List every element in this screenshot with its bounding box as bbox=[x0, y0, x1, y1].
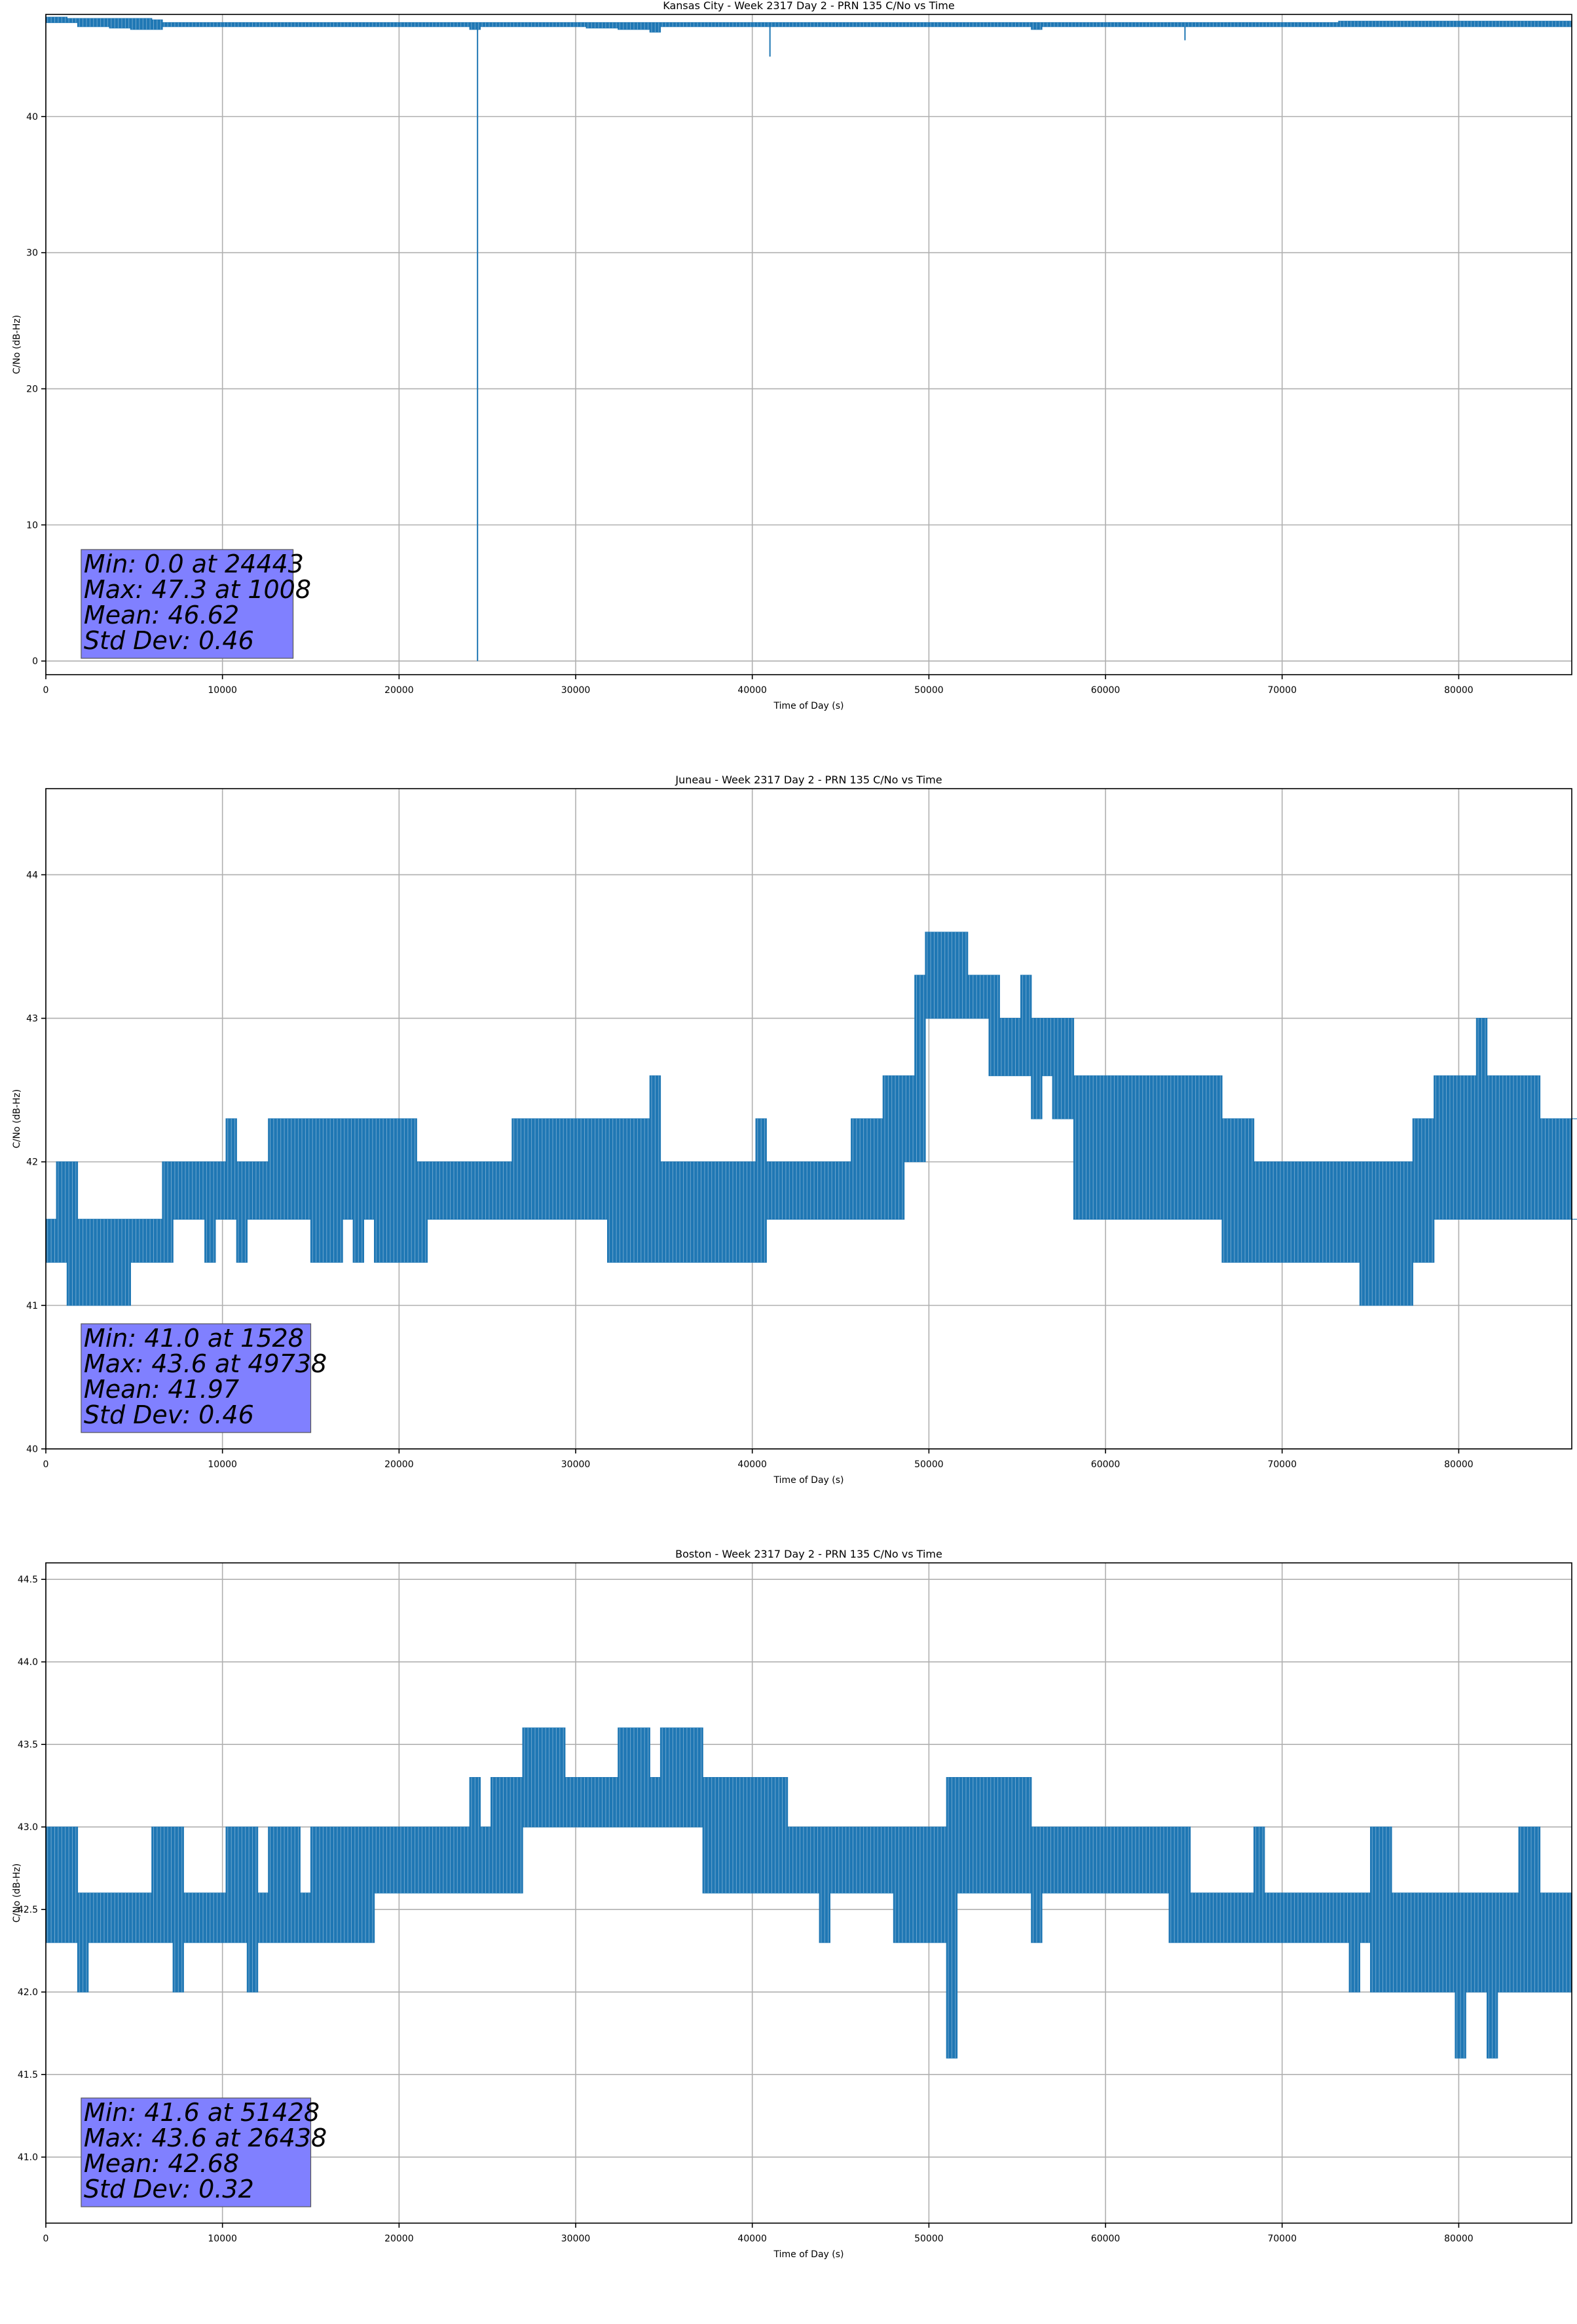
x-tick-label: 50000 bbox=[914, 2234, 944, 2244]
x-axis-label: Time of Day (s) bbox=[773, 2249, 844, 2260]
chart-title: Juneau - Week 2317 Day 2 - PRN 135 C/No … bbox=[675, 774, 942, 786]
x-tick-label: 10000 bbox=[208, 685, 237, 696]
stats-line: Mean: 41.97 bbox=[84, 1375, 239, 1404]
x-tick-label: 10000 bbox=[208, 1459, 237, 1470]
series-texture bbox=[47, 932, 1577, 1305]
y-tick-label: 43 bbox=[26, 1014, 38, 1024]
stats-box bbox=[81, 1323, 312, 1433]
stats-line: Min: 0.0 at 24443 bbox=[84, 550, 304, 578]
x-axis-label: Time of Day (s) bbox=[773, 701, 844, 711]
x-axis-label: Time of Day (s) bbox=[773, 1475, 844, 1486]
chart-title: Boston - Week 2317 Day 2 - PRN 135 C/No … bbox=[675, 1548, 942, 1560]
y-axis-label: C/No (dB-Hz) bbox=[12, 1864, 22, 1922]
series-band bbox=[45, 1727, 1572, 2059]
y-tick-label: 42.0 bbox=[18, 1987, 38, 1998]
series-texture bbox=[47, 1728, 1577, 2058]
stats-box bbox=[81, 549, 294, 659]
series-texture bbox=[47, 17, 1570, 32]
stats-line: Min: 41.6 at 51428 bbox=[84, 2098, 320, 2127]
x-tick-label: 70000 bbox=[1267, 2234, 1297, 2244]
y-tick-label: 42 bbox=[26, 1157, 38, 1168]
x-tick-label: 70000 bbox=[1267, 1459, 1297, 1470]
y-tick-label: 10 bbox=[26, 520, 38, 531]
x-tick-label: 60000 bbox=[1091, 2234, 1121, 2244]
plot-area bbox=[46, 14, 1572, 675]
y-tick-label: 44.0 bbox=[18, 1657, 38, 1668]
x-tick-label: 20000 bbox=[384, 1459, 414, 1470]
x-tick-label: 30000 bbox=[561, 2234, 591, 2244]
chart-juneau: 0 10000 20000 30000 40000 50000 60000 70000 8000… bbox=[12, 774, 1577, 1486]
x-tick-label: 60000 bbox=[1091, 685, 1121, 696]
y-tick-label: 44 bbox=[26, 870, 38, 880]
x-tick-label: 40000 bbox=[737, 685, 767, 696]
stats-line: Min: 41.0 at 1528 bbox=[84, 1324, 304, 1353]
chart-boston: 0 10000 20000 30000 40000 50000 60000 70000 8000… bbox=[12, 1548, 1577, 2260]
y-axis-label: C/No (dB-Hz) bbox=[12, 315, 22, 374]
x-tick-label: 50000 bbox=[914, 1459, 944, 1470]
stats-line: Std Dev: 0.32 bbox=[84, 2175, 254, 2203]
stats-line: Std Dev: 0.46 bbox=[84, 1400, 254, 1429]
x-tick-label: 50000 bbox=[914, 685, 944, 696]
y-tick-label: 30 bbox=[26, 248, 38, 259]
stats-line: Max: 43.6 at 26438 bbox=[84, 2124, 327, 2152]
x-tick-label: 60000 bbox=[1091, 1459, 1121, 1470]
stats-line: Max: 43.6 at 49738 bbox=[84, 1349, 327, 1378]
stats-line: Mean: 46.62 bbox=[84, 601, 239, 629]
x-tick-label: 30000 bbox=[561, 685, 591, 696]
y-tick-label: 41.5 bbox=[18, 2070, 38, 2080]
x-tick-label: 40000 bbox=[737, 1459, 767, 1470]
y-tick-label: 40 bbox=[26, 112, 38, 122]
x-tick-label: 0 bbox=[43, 2234, 49, 2244]
y-tick-label: 43.0 bbox=[18, 1822, 38, 1833]
x-tick-label: 80000 bbox=[1444, 685, 1474, 696]
chart-kansas-city: 0 10000 20000 30000 40000 50000 60000 70000 8000… bbox=[12, 0, 1572, 711]
y-tick-label: 40 bbox=[26, 1444, 38, 1455]
y-tick-label: 43.5 bbox=[18, 1740, 38, 1750]
x-tick-label: 10000 bbox=[208, 2234, 237, 2244]
axes-frame bbox=[45, 788, 1572, 1450]
stats-line: Max: 47.3 at 1008 bbox=[84, 575, 311, 604]
y-tick-label: 20 bbox=[26, 384, 38, 395]
x-tick-label: 80000 bbox=[1444, 2234, 1474, 2244]
y-tick-label: 41.0 bbox=[18, 2152, 38, 2163]
stats-box bbox=[81, 2097, 312, 2207]
stats-line: Std Dev: 0.46 bbox=[84, 626, 254, 655]
x-tick-label: 30000 bbox=[561, 1459, 591, 1470]
series-band bbox=[45, 16, 1572, 33]
x-tick-label: 0 bbox=[43, 685, 49, 696]
chart-title: Kansas City - Week 2317 Day 2 - PRN 135 … bbox=[663, 0, 954, 12]
y-tick-label: 44.5 bbox=[18, 1575, 38, 1585]
x-tick-label: 70000 bbox=[1267, 685, 1297, 696]
x-tick-label: 20000 bbox=[384, 685, 414, 696]
stats-line: Mean: 42.68 bbox=[84, 2149, 239, 2178]
x-tick-label: 40000 bbox=[737, 2234, 767, 2244]
y-tick-label: 42.5 bbox=[18, 1905, 38, 1915]
x-tick-label: 20000 bbox=[384, 2234, 414, 2244]
x-tick-label: 80000 bbox=[1444, 1459, 1474, 1470]
y-tick-label: 41 bbox=[26, 1301, 38, 1311]
y-axis-label: C/No (dB-Hz) bbox=[12, 1089, 22, 1148]
axes-frame bbox=[45, 14, 1572, 675]
x-tick-label: 0 bbox=[43, 1459, 49, 1470]
axes-frame bbox=[45, 1562, 1572, 2224]
y-tick-label: 0 bbox=[32, 656, 38, 667]
